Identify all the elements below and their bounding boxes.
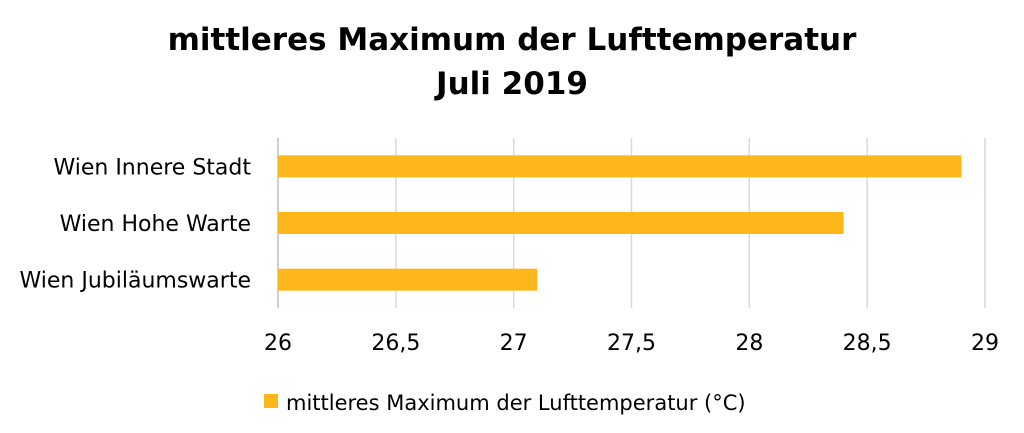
category-label: Wien Jubiläumswarte [20, 269, 251, 294]
x-tick-label: 26 [264, 331, 292, 356]
category-label: Wien Hohe Warte [60, 212, 251, 237]
chart-title-line-1: mittleres Maximum der Lufttemperatur [168, 22, 858, 58]
x-tick-label: 26,5 [371, 331, 420, 356]
x-tick-label: 28 [735, 331, 763, 356]
bar [278, 155, 962, 178]
bar [278, 212, 844, 234]
bar [278, 268, 538, 291]
legend-swatch [264, 394, 278, 408]
category-label: Wien Innere Stadt [53, 155, 251, 180]
x-tick-label: 28,5 [843, 331, 892, 356]
x-tick-label: 27,5 [607, 331, 656, 356]
legend-label: mittleres Maximum der Lufttemperatur (°C… [286, 391, 746, 415]
chart-title-line-2: Juli 2019 [434, 66, 588, 102]
x-tick-label: 29 [971, 331, 999, 356]
x-tick-label: 27 [500, 331, 528, 356]
